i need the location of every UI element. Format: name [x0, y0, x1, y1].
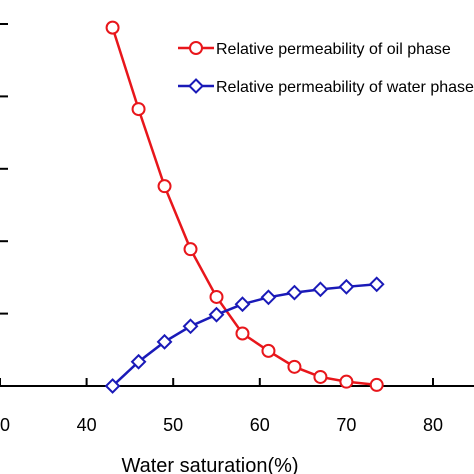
- legend-marker: [188, 78, 204, 94]
- x-tick-label: 40: [77, 415, 97, 435]
- y-ticks: [0, 23, 8, 387]
- data-point: [209, 289, 224, 304]
- data-point: [208, 306, 225, 323]
- data-point: [313, 369, 328, 384]
- data-point: [312, 281, 329, 298]
- legend-item: Relative permeability of water phase: [178, 78, 474, 96]
- x-tick-label: 80: [423, 415, 443, 435]
- x-tick-label: 70: [336, 415, 356, 435]
- data-point: [235, 326, 250, 341]
- legend-label: Relative permeability of oil phase: [216, 41, 451, 58]
- data-point: [130, 353, 147, 370]
- series-layer: [104, 20, 385, 394]
- data-point: [286, 284, 303, 301]
- x-ticks: 30 40 50 60 70 80: [0, 378, 443, 435]
- x-tick-label: 30: [0, 415, 10, 435]
- x-tick-label: 60: [250, 415, 270, 435]
- data-point: [105, 20, 120, 35]
- data-point: [260, 289, 277, 306]
- data-point: [338, 278, 355, 295]
- legend-label: Relative permeability of water phase: [216, 79, 474, 96]
- data-point: [156, 333, 173, 350]
- x-tick-label: 50: [163, 415, 183, 435]
- data-point: [368, 276, 385, 293]
- data-point: [131, 102, 146, 117]
- data-point: [287, 359, 302, 374]
- data-point: [157, 179, 172, 194]
- data-point: [183, 242, 198, 257]
- data-point: [261, 343, 276, 358]
- series-water-phase: [104, 276, 385, 394]
- series-oil-phase: [105, 20, 384, 392]
- x-axis-title: Water saturation(%): [121, 455, 298, 474]
- legend-item: Relative permeability of oil phase: [178, 41, 451, 58]
- data-point: [104, 378, 121, 394]
- data-point: [339, 374, 354, 389]
- data-point: [369, 377, 384, 392]
- data-point: [182, 318, 199, 335]
- data-point: [234, 296, 251, 313]
- legend: Relative permeability of oil phase Relati…: [178, 41, 474, 96]
- legend-marker: [189, 41, 203, 55]
